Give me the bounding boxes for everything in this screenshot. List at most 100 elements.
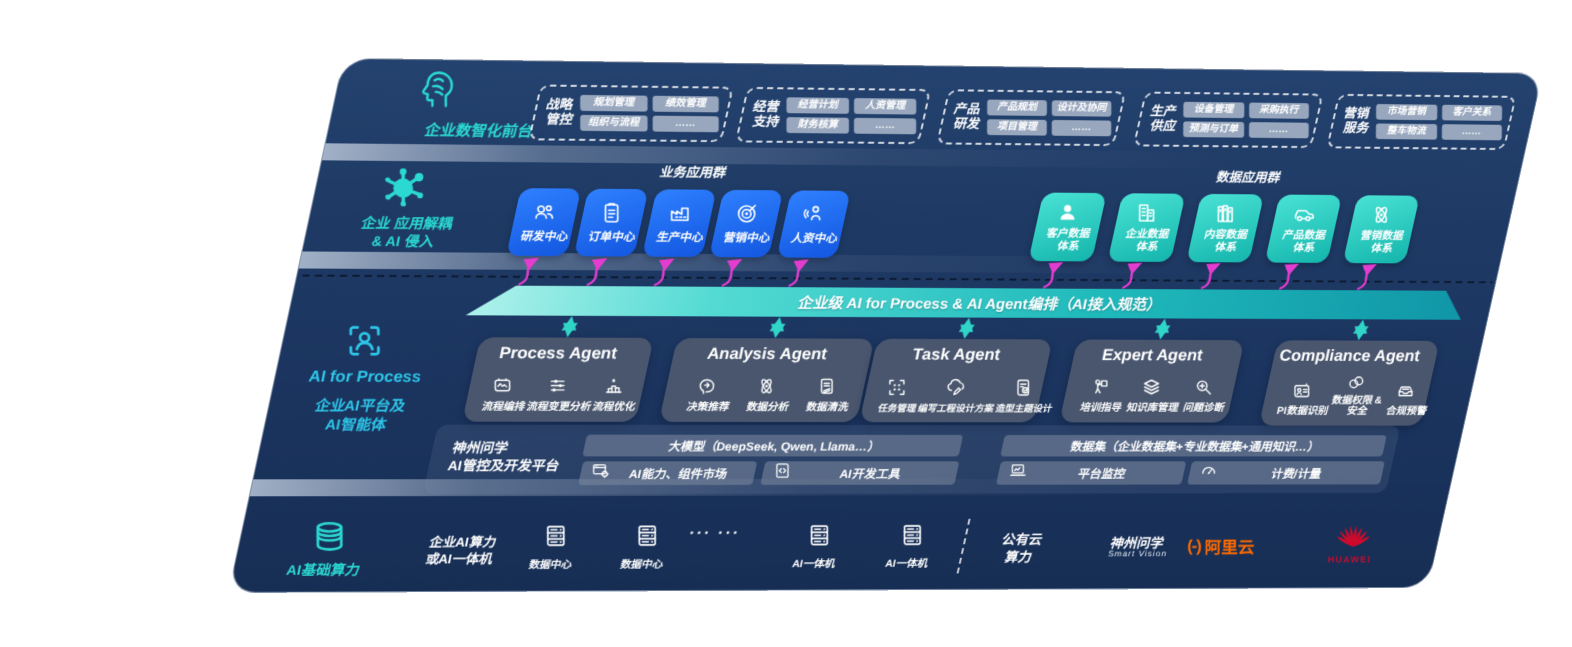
tile-hr-center: 人资中心	[776, 190, 851, 258]
tile-label: 订单中心	[587, 231, 635, 244]
ai-bus-bar: 企业级 AI for Process & AI Agent编排（AI接入规范）	[443, 285, 1499, 320]
server-rack-icon	[807, 521, 832, 554]
server-rack-icon	[900, 521, 925, 554]
agent-item: PI数据识别	[1276, 405, 1328, 417]
agent-card-process: Process Agent 流程编排 流程变更分析 流程优化	[462, 337, 654, 422]
chip: 财务核算	[786, 117, 849, 134]
agent-item: 数据清洗	[805, 401, 848, 414]
agent-item: 造型主题设计	[994, 403, 1052, 415]
scan-person-icon	[344, 321, 386, 366]
tile-label: 营销数据体系	[1359, 229, 1403, 255]
tile-label: 人资中心	[790, 232, 837, 246]
agent-item: 数据分析	[745, 401, 789, 414]
optimize-icon	[603, 375, 624, 396]
chip: 绩效管理	[652, 95, 719, 113]
front-group-operation: 经营支持 经营计划 人资管理 财务核算 ……	[734, 86, 932, 145]
chip: ……	[1051, 119, 1112, 137]
chip: 整车物流	[1375, 123, 1437, 140]
infra-layer-label: AI基础算力	[286, 561, 359, 578]
window-gear-icon	[591, 461, 610, 485]
theme-design-icon	[1013, 377, 1034, 398]
diagram-sheet: 企业数智化前台 战略管控 规划管理 绩效管理 组织与流程 …… 经营支持 经营计…	[228, 58, 1543, 593]
agent-title: Process Agent	[499, 344, 617, 363]
ellipsis-nodes: ··· ···	[688, 525, 740, 542]
chip: 规划管理	[580, 94, 648, 112]
id-card-icon	[1292, 380, 1313, 400]
chip: 采购执行	[1248, 102, 1309, 119]
chip: ……	[1248, 122, 1309, 139]
tile-label: 研发中心	[520, 230, 568, 244]
agent-item: 培训指导	[1079, 401, 1122, 414]
group-name: 生产供应	[1149, 103, 1176, 134]
agent-item: 流程优化	[591, 401, 635, 413]
building-icon	[1135, 201, 1159, 225]
monitoring-label: 平台监控	[1077, 466, 1125, 481]
front-group-product: 产品研发 产品规划 设计及协同 项目管理 ……	[936, 89, 1127, 147]
task-grid-icon	[886, 377, 907, 398]
training-icon	[1090, 377, 1111, 397]
agent-title: Analysis Agent	[707, 345, 827, 364]
agent-title: Task Agent	[912, 345, 1000, 364]
tile-label: 内容数据体系	[1203, 228, 1247, 254]
knowledge-layers-icon	[1142, 377, 1163, 397]
node-label: 数据中心	[528, 559, 572, 572]
huawei-flower-icon	[1334, 520, 1373, 556]
group-name: 产品研发	[953, 101, 980, 131]
billing-box: 计费/计量	[1187, 461, 1385, 485]
capability-market-label: AI能力、组件市场	[628, 466, 727, 481]
agent-item: 任务管理	[877, 403, 916, 415]
agent-item: 编写工程设计方案	[917, 403, 993, 415]
team-icon	[531, 200, 556, 224]
books-icon	[1213, 202, 1237, 226]
tile-label: 营销中心	[722, 232, 770, 245]
alibaba-cloud-logo: (-) 阿里云	[1187, 534, 1255, 558]
front-group-strategy: 战略管控 规划管理 绩效管理 组织与流程 ……	[528, 84, 734, 143]
node-label: AI一体机	[885, 557, 928, 570]
chip: 设备管理	[1183, 101, 1244, 119]
tile-label: 企业数据体系	[1124, 228, 1169, 254]
molecule-icon	[381, 163, 429, 214]
front-group-supply: 生产供应 设备管理 采购执行 预测与订单 ……	[1132, 91, 1324, 149]
platform-name-line2: AI管控及开发平台	[447, 458, 559, 474]
data-apps-title: 数据应用群	[1215, 169, 1280, 185]
dataset-bar-label: 数据集（企业数据集+专业数据集+通用知识…）	[1069, 439, 1319, 454]
car-icon	[1292, 202, 1316, 226]
front-group-marketing: 营销服务 市场营销 客户关系 整车物流 ……	[1326, 93, 1517, 151]
node-label: AI一体机	[792, 558, 835, 571]
tile-customer-data: 客户数据体系	[1028, 192, 1107, 262]
agent-card-expert: Expert Agent 培训指导 知识库管理 问题诊断	[1059, 339, 1245, 423]
models-bar-label: 大模型（DeepSeek, Qwen, Llama…）	[667, 439, 880, 454]
agent-item: 流程变更分析	[526, 400, 591, 413]
tile-label: 生产中心	[655, 231, 703, 245]
agent-title: Expert Agent	[1101, 346, 1203, 365]
agent-item: 数据权限 & 安全	[1331, 394, 1383, 418]
brain-icon	[415, 65, 461, 114]
agent-item: 问题诊断	[1182, 402, 1224, 414]
tile-enterprise-data: 企业数据体系	[1107, 193, 1186, 262]
node-label: 数据中心	[619, 558, 663, 571]
atom-icon	[756, 376, 777, 397]
agent-item: 决策推荐	[685, 401, 729, 414]
doc-code-icon	[773, 461, 792, 485]
agent-item: 流程编排	[481, 400, 525, 413]
cloud-design-icon	[945, 377, 966, 398]
factory-icon	[667, 201, 691, 225]
alibaba-name: 阿里云	[1204, 538, 1255, 558]
chip: 客户关系	[1441, 104, 1503, 121]
chip: 项目管理	[987, 119, 1047, 136]
chip: 预测与订单	[1183, 121, 1244, 138]
agent-card-task: Task Agent 任务管理 编写工程设计方案 造型主题设计	[859, 338, 1053, 423]
platform-name-line1: 神州问学	[451, 440, 507, 456]
server-rack-icon	[635, 521, 660, 555]
data-clean-icon	[816, 376, 837, 397]
chip: 组织与流程	[580, 114, 648, 132]
chip: ……	[1441, 124, 1502, 141]
customer-icon	[1056, 200, 1080, 224]
chip: ……	[853, 117, 917, 135]
chip: 人资管理	[854, 98, 917, 115]
group-name: 战略管控	[545, 96, 573, 127]
dev-tools-box: AI开发工具	[760, 461, 960, 485]
alert-inbox-icon	[1396, 380, 1416, 400]
chip: ……	[652, 115, 719, 133]
chip: 经营计划	[786, 97, 850, 114]
